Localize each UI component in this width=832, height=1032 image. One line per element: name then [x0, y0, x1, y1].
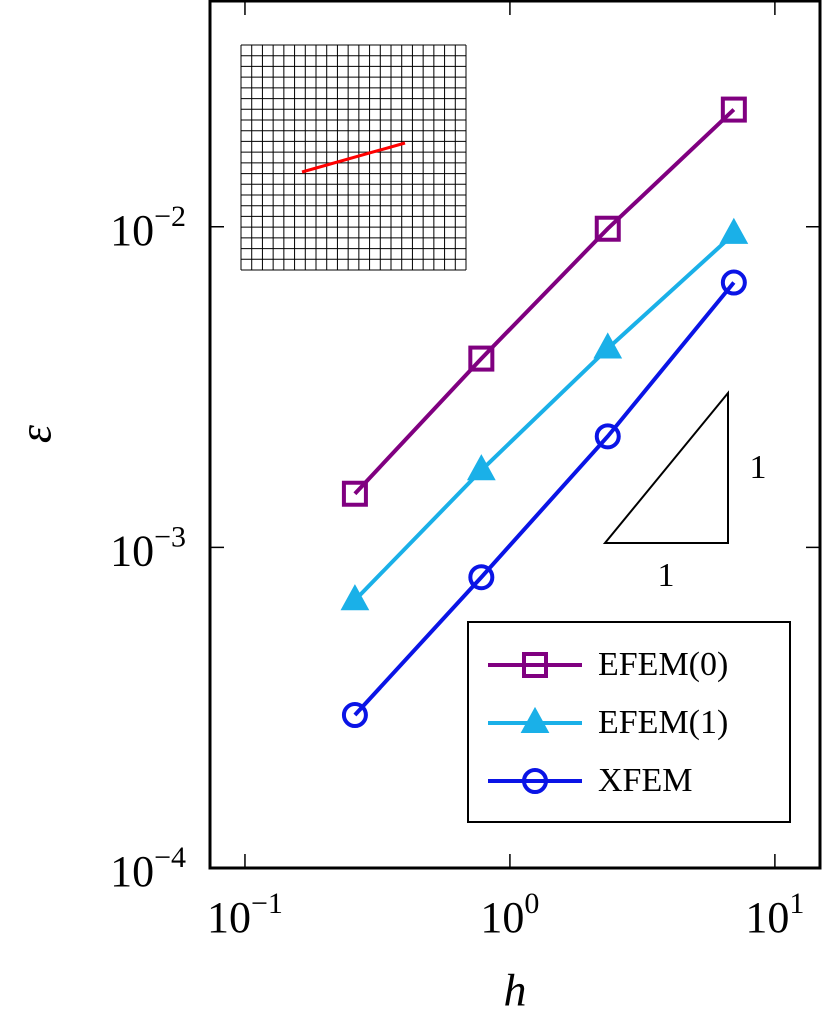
series-line — [353, 281, 736, 717]
marker — [594, 215, 621, 242]
y-tick-label: 10−2 — [110, 200, 186, 255]
legend-label: XFEM — [598, 762, 692, 799]
marker — [522, 768, 548, 794]
marker — [341, 702, 368, 729]
marker — [340, 584, 370, 611]
x-tick-label: 101 — [745, 887, 804, 942]
y-tick-label: 10−3 — [110, 520, 186, 575]
marker — [719, 217, 749, 244]
plot-frame — [208, 0, 822, 870]
marker — [468, 564, 495, 591]
series-line — [353, 108, 736, 496]
marker — [593, 332, 623, 359]
marker — [466, 454, 496, 481]
marker — [522, 652, 548, 678]
series-line — [353, 232, 736, 602]
marker — [520, 706, 550, 733]
slope-label: 1 — [750, 449, 767, 486]
y-axis-label: ε — [10, 424, 61, 443]
legend-label: EFEM(0) — [598, 646, 728, 683]
x-tick-label: 100 — [480, 887, 539, 942]
slope-label: 1 — [658, 557, 675, 594]
marker — [341, 480, 368, 507]
marker — [468, 345, 495, 372]
marker — [720, 96, 747, 123]
slope-triangle — [602, 390, 729, 544]
marker — [594, 423, 621, 450]
y-tick-label: 10−4 — [110, 841, 186, 896]
legend-label: EFEM(1) — [598, 704, 728, 741]
marker — [720, 269, 747, 296]
inset-mesh — [240, 44, 467, 271]
inset-crack — [301, 141, 406, 174]
x-axis-label: h — [504, 965, 527, 1016]
x-tick-label: 10−1 — [207, 887, 283, 942]
